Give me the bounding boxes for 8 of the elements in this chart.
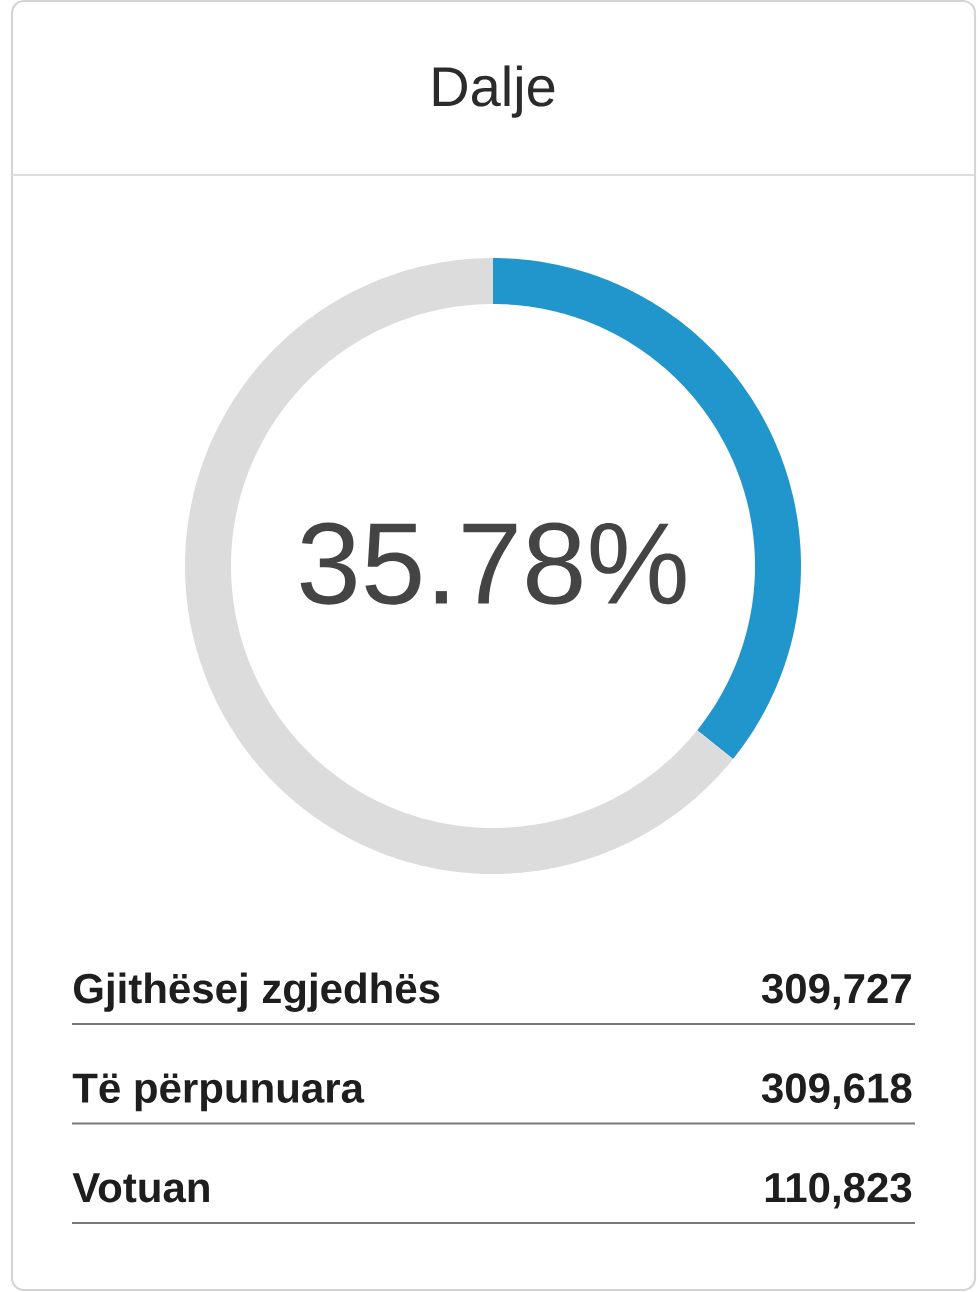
text: Gjithësej zgjedhës <box>73 972 440 1012</box>
chart-title: Dalje <box>433 65 555 118</box>
data-label: 35.78% <box>300 522 686 605</box>
text: 110,823 <box>765 1172 912 1209</box>
text: 309,618 <box>761 1073 912 1110</box>
text: 309,727 <box>761 973 911 1010</box>
text: Votuan <box>72 1173 209 1203</box>
text: Të përpunuara <box>72 1073 365 1112</box>
